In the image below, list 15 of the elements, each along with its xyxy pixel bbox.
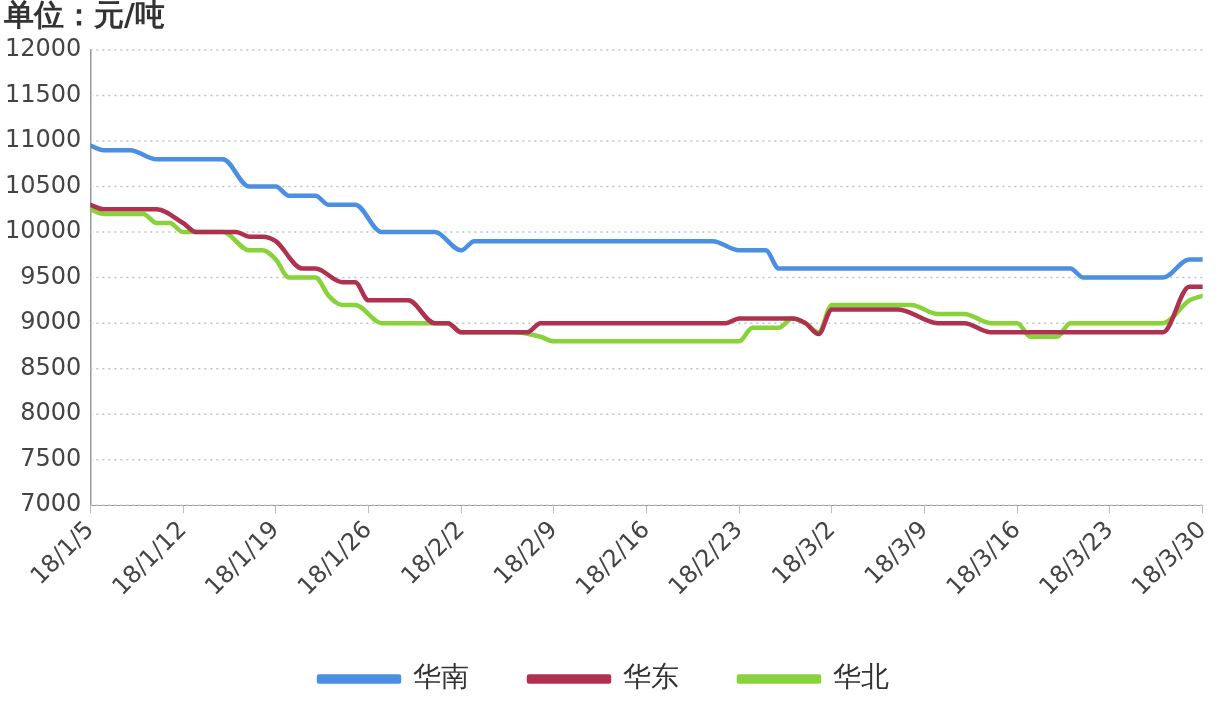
y-tick-label: 8000 — [20, 398, 82, 427]
legend-label: 华南 — [413, 660, 469, 694]
y-tick-label: 9000 — [20, 307, 82, 336]
y-tick-label: 7500 — [20, 443, 82, 472]
y-tick-label: 8500 — [20, 352, 82, 381]
y-tick-label: 7000 — [20, 489, 82, 518]
legend-label: 华东 — [623, 660, 679, 694]
y-tick-label: 9500 — [20, 261, 82, 290]
y-tick-label: 10500 — [4, 170, 82, 199]
y-tick-label: 12000 — [4, 34, 82, 63]
legend-label: 华北 — [833, 660, 889, 694]
y-tick-label: 11000 — [4, 125, 82, 154]
y-tick-label: 10000 — [4, 216, 82, 245]
y-tick-label: 11500 — [4, 79, 82, 108]
y-axis-title: 单位：元/吨 — [3, 0, 165, 32]
